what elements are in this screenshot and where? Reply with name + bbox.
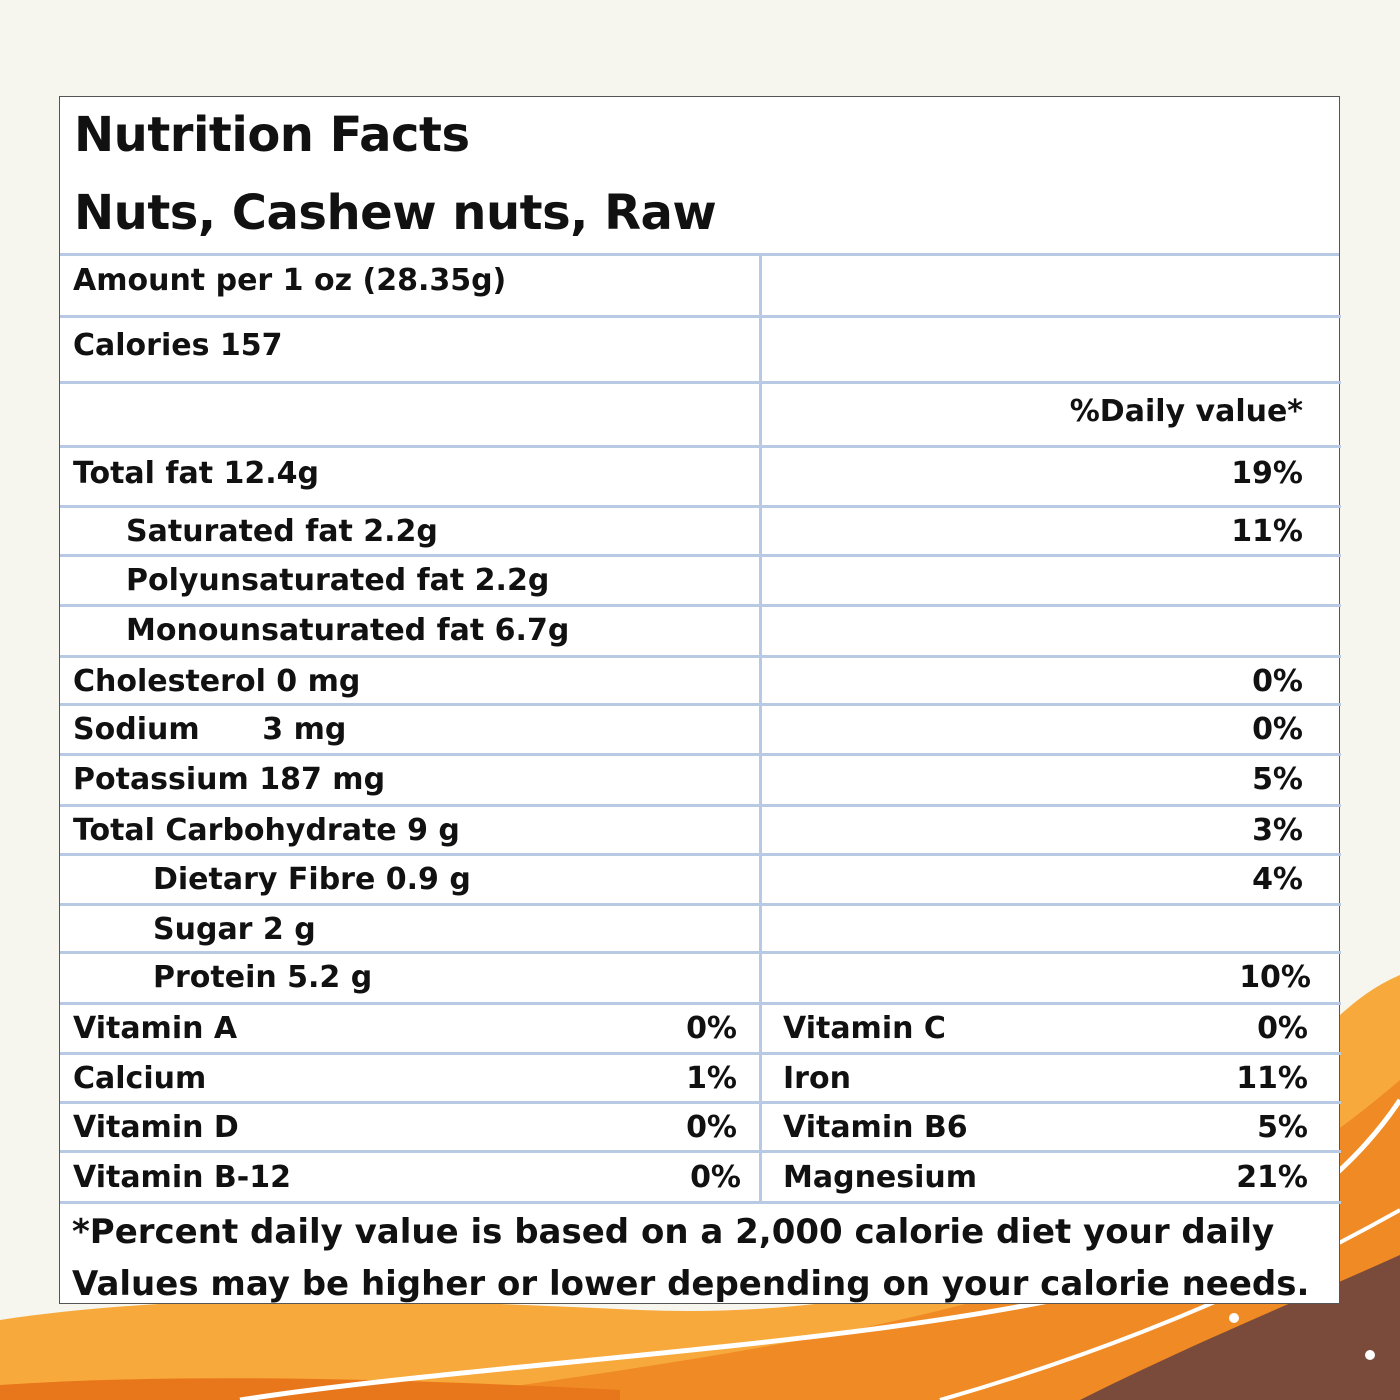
nutrient-row: Monounsaturated fat 6.7g <box>60 607 1341 658</box>
nutrient-daily-value: 0% <box>1252 712 1303 747</box>
nutrient-name: Monounsaturated fat 6.7g <box>126 613 570 648</box>
vitamin-daily-value: 0% <box>686 1011 737 1046</box>
vitamin-name: Calcium <box>73 1061 207 1096</box>
vitamin-name: Vitamin C <box>783 1011 946 1046</box>
vitamin-daily-value: 0% <box>1257 1011 1308 1046</box>
label-header: Nutrition Facts Nuts, Cashew nuts, Raw <box>60 97 1339 256</box>
vitamin-name: Vitamin B6 <box>783 1110 968 1145</box>
vitamin-row: Vitamin D 0% Vitamin B6 5% <box>60 1104 1341 1153</box>
nutrient-daily-value: 11% <box>1231 514 1303 549</box>
vitamin-name: Magnesium <box>783 1160 978 1195</box>
footnote-line-2: Values may be higher or lower depending … <box>72 1264 1310 1304</box>
nutrient-row: Total Carbohydrate 9 g 3% <box>60 807 1341 856</box>
vitamin-row: Calcium 1% Iron 11% <box>60 1055 1341 1104</box>
vitamin-daily-value: 0% <box>690 1160 741 1195</box>
vitamin-name: Vitamin B-12 <box>73 1160 291 1195</box>
nutrient-name: Polyunsaturated fat 2.2g <box>126 563 550 598</box>
calories: Calories 157 <box>73 328 283 363</box>
vitamin-daily-value: 21% <box>1236 1160 1308 1195</box>
nutrient-name: Sugar 2 g <box>153 912 316 947</box>
nutrient-daily-value: 5% <box>1252 762 1303 797</box>
footnote-line-1: *Percent daily value is based on a 2,000… <box>72 1212 1275 1252</box>
vitamin-name: Vitamin D <box>73 1110 239 1145</box>
nutrient-name: Sodium 3 mg <box>73 712 347 747</box>
vitamin-name: Iron <box>783 1061 851 1096</box>
nutrient-row: Potassium 187 mg 5% <box>60 756 1341 807</box>
nutrient-name: Potassium 187 mg <box>73 762 386 797</box>
nutrient-row: Sodium 3 mg 0% <box>60 706 1341 756</box>
nutrient-daily-value: 3% <box>1252 813 1303 848</box>
vitamin-daily-value: 5% <box>1257 1110 1308 1145</box>
nutrient-name: Total Carbohydrate 9 g <box>73 813 460 848</box>
nutrient-row: Polyunsaturated fat 2.2g <box>60 557 1341 607</box>
nutrition-facts-label: Nutrition Facts Nuts, Cashew nuts, Raw A… <box>59 96 1341 1304</box>
nutrient-row: Saturated fat 2.2g 11% <box>60 508 1341 557</box>
vitamin-daily-value: 11% <box>1236 1061 1308 1096</box>
nutrient-daily-value: 10% <box>1239 960 1311 995</box>
nutrient-name: Dietary Fibre 0.9 g <box>153 862 471 897</box>
nutrient-name: Saturated fat 2.2g <box>126 514 438 549</box>
label-title: Nutrition Facts <box>74 107 470 163</box>
daily-value-header-row: %Daily value* <box>60 384 1341 448</box>
product-name: Nuts, Cashew nuts, Raw <box>74 185 717 241</box>
nutrient-row: Sugar 2 g <box>60 906 1341 954</box>
vitamin-daily-value: 0% <box>686 1110 737 1145</box>
serving-row: Amount per 1 oz (28.35g) <box>60 253 1341 318</box>
nutrient-daily-value: 19% <box>1231 456 1303 491</box>
nutrient-daily-value: 4% <box>1252 862 1303 897</box>
vitamin-daily-value: 1% <box>686 1061 737 1096</box>
orange-wave-mid <box>420 1080 1400 1400</box>
daily-value-header: %Daily value* <box>1069 394 1303 429</box>
vitamin-row: Vitamin B-12 0% Magnesium 21% <box>60 1153 1341 1204</box>
nutrient-daily-value: 0% <box>1252 664 1303 699</box>
nutrient-name: Total fat 12.4g <box>73 456 319 491</box>
nutrient-name: Cholesterol 0 mg <box>73 664 361 699</box>
nutrient-row: Dietary Fibre 0.9 g 4% <box>60 856 1341 906</box>
nutrient-row: Total fat 12.4g 19% <box>60 448 1341 508</box>
nutrient-row: Cholesterol 0 mg 0% <box>60 658 1341 706</box>
serving-size: Amount per 1 oz (28.35g) <box>73 263 507 298</box>
column-divider <box>759 253 762 1204</box>
nutrient-name: Protein 5.2 g <box>153 960 373 995</box>
white-dot <box>1229 1313 1239 1323</box>
vitamin-name: Vitamin A <box>73 1011 238 1046</box>
calories-row: Calories 157 <box>60 318 1341 384</box>
white-dot <box>1365 1350 1375 1360</box>
nutrient-row: Protein 5.2 g 10% <box>60 954 1341 1005</box>
vitamin-row: Vitamin A 0% Vitamin C 0% <box>60 1005 1341 1055</box>
